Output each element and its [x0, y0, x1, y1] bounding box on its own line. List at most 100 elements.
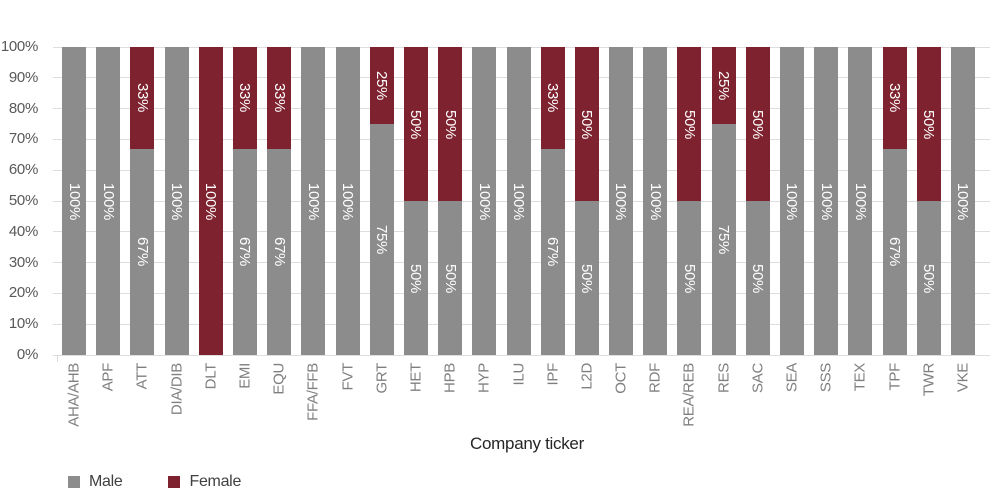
x-axis-tick-label: RES [715, 363, 733, 393]
y-axis-tick-label: 40% [8, 222, 38, 240]
bar-segment-male: 67% [130, 148, 155, 355]
bar-segment-female: 33% [540, 47, 565, 149]
data-label: 100% [475, 182, 493, 220]
x-axis-tick-label: ILU [510, 363, 527, 386]
y-axis-tick-label: 90% [8, 68, 38, 86]
bar-segment-male: 50% [745, 201, 770, 355]
data-label: 50% [680, 109, 698, 139]
bar: 50% 50% [745, 47, 770, 355]
bar-segment-female: 50% [574, 47, 599, 201]
bar-segment-male: 100% [779, 47, 804, 355]
bar: 100% [472, 47, 497, 355]
x-axis-tick-label: AHA/AHB [65, 363, 83, 427]
x-axis-tick-label: ATT [133, 363, 151, 390]
x-axis-tick-label: TEX [851, 363, 869, 392]
x-axis-tick-label: TWR [920, 363, 938, 397]
data-label: 67% [133, 237, 151, 267]
data-label: 100% [817, 182, 835, 220]
bar-segment-female: 50% [438, 47, 463, 201]
x-axis-tick-label: RDF [646, 363, 664, 393]
bar-segment-female: 33% [267, 47, 292, 149]
bar-segment-male: 100% [335, 47, 360, 355]
legend: Male Female [68, 473, 241, 491]
data-label: 100% [954, 182, 972, 220]
data-label: 50% [578, 109, 596, 139]
data-label: 50% [578, 263, 596, 293]
x-axis-tick-label: EQU [270, 363, 288, 395]
x-axis-tick-label: SAC [749, 363, 767, 393]
bar-segment-female: 33% [130, 47, 155, 149]
bar-segment-female: 50% [677, 47, 702, 201]
bar: 100% [779, 47, 804, 355]
x-axis-tick-label: EMI [236, 363, 254, 389]
data-label: 100% [339, 182, 357, 220]
x-axis-tick-label: HYP [475, 363, 493, 393]
bar-segment-male: 75% [711, 124, 736, 355]
data-label: 33% [270, 83, 288, 113]
bar-segment-male: 100% [950, 47, 975, 355]
x-axis-tick-label: DIA/DIB [168, 363, 186, 416]
x-axis-tick-label: FVT [339, 363, 357, 391]
bar-segment-male: 100% [506, 47, 531, 355]
data-label: 50% [407, 109, 425, 139]
y-axis-tick-label: 10% [8, 315, 38, 333]
bar-segment-male: 100% [164, 47, 189, 355]
data-label: 67% [544, 237, 562, 267]
bar-segment-male: 100% [609, 47, 634, 355]
bar: 33% 67% [267, 47, 292, 355]
data-label: 33% [236, 83, 254, 113]
bar-segment-female: 50% [916, 47, 941, 201]
data-label: 50% [441, 263, 459, 293]
bar-segment-male: 100% [814, 47, 839, 355]
bar: 33% 67% [130, 47, 155, 355]
x-axis-title: Company ticker [470, 434, 584, 453]
bar-segment-female: 33% [882, 47, 907, 149]
legend-item-male: Male [68, 473, 123, 491]
data-label: 25% [715, 70, 733, 101]
data-label: 50% [920, 263, 938, 293]
bar-segment-male: 50% [438, 201, 463, 355]
data-label: 33% [544, 83, 562, 113]
bar-segment-male: 67% [882, 148, 907, 355]
bar: 100% [643, 47, 668, 355]
bar: 50% 50% [916, 47, 941, 355]
x-axis-tick-label: SSS [817, 363, 835, 393]
data-label: 100% [304, 182, 322, 220]
data-label: 100% [99, 182, 117, 220]
bar: 100% [335, 47, 360, 355]
bar: 50% 50% [574, 47, 599, 355]
bar-segment-male: 50% [403, 201, 428, 355]
x-axis-tick-label: HPB [441, 363, 459, 393]
x-axis-tick-label: GRT [373, 363, 391, 394]
bar-segment-male: 100% [472, 47, 497, 355]
bar: 100% [301, 47, 326, 355]
x-axis-tick-label: L2D [578, 363, 596, 390]
data-label: 100% [65, 182, 83, 220]
data-label: 67% [236, 237, 254, 267]
bar: 100% [198, 47, 223, 355]
bar-segment-male: 50% [574, 201, 599, 355]
bar-segment-male: 75% [369, 124, 394, 355]
x-axis-tick-label: SEA [783, 363, 801, 393]
data-label: 25% [373, 70, 391, 101]
data-label: 67% [270, 237, 288, 267]
bar: 25% 75% [369, 47, 394, 355]
data-label: 50% [749, 263, 767, 293]
bar-segment-male: 100% [643, 47, 668, 355]
bar: 100% [609, 47, 634, 355]
bar: 50% 50% [677, 47, 702, 355]
bar-segment-male: 67% [233, 148, 258, 355]
data-label: 50% [407, 263, 425, 293]
data-label: 50% [920, 109, 938, 139]
bar: 100% [62, 47, 87, 355]
y-axis-tick-label: 60% [8, 161, 38, 179]
x-axis-tick-label: HET [407, 363, 425, 393]
bar-segment-male: 100% [848, 47, 873, 355]
data-label: 100% [510, 182, 528, 220]
data-label: 33% [886, 83, 904, 113]
x-axis-tick-label: APF [99, 363, 117, 392]
bar-segment-male: 67% [267, 148, 292, 355]
bar: 25% 75% [711, 47, 736, 355]
bar-segment-female: 25% [369, 47, 394, 124]
